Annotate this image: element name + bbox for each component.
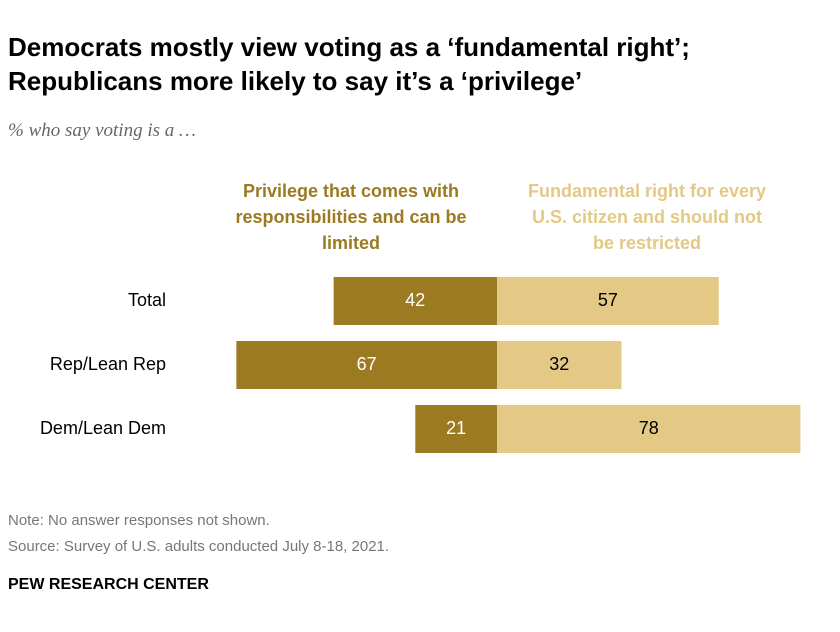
value-label: 42	[405, 290, 425, 310]
note: Note: No answer responses not shown.	[8, 512, 270, 529]
bar	[497, 277, 719, 325]
category-label: Rep/Lean Rep	[50, 354, 166, 374]
value-label: 78	[639, 418, 659, 438]
chart-title: Democrats mostly view voting as a ‘funda…	[8, 32, 690, 62]
bar	[333, 277, 497, 325]
category-label: Dem/Lean Dem	[40, 418, 166, 438]
legend-entry: Fundamental right for every U.S. citizen…	[527, 181, 767, 253]
value-label: 21	[446, 418, 466, 438]
subtitle: % who say voting is a …	[8, 120, 196, 141]
credit: PEW RESEARCH CENTER	[8, 576, 209, 593]
value-label: 32	[549, 354, 569, 374]
bar	[236, 341, 497, 389]
chart-title: Republicans more likely to say it’s a ‘p…	[8, 66, 583, 96]
source: Source: Survey of U.S. adults conducted …	[8, 538, 390, 555]
bar	[497, 341, 622, 389]
category-label: Total	[128, 290, 166, 310]
bar	[415, 405, 497, 453]
legend-entry: Privilege that comes with responsibiliti…	[235, 181, 467, 253]
bar	[497, 405, 801, 453]
value-label: 57	[598, 290, 618, 310]
value-label: 67	[357, 354, 377, 374]
